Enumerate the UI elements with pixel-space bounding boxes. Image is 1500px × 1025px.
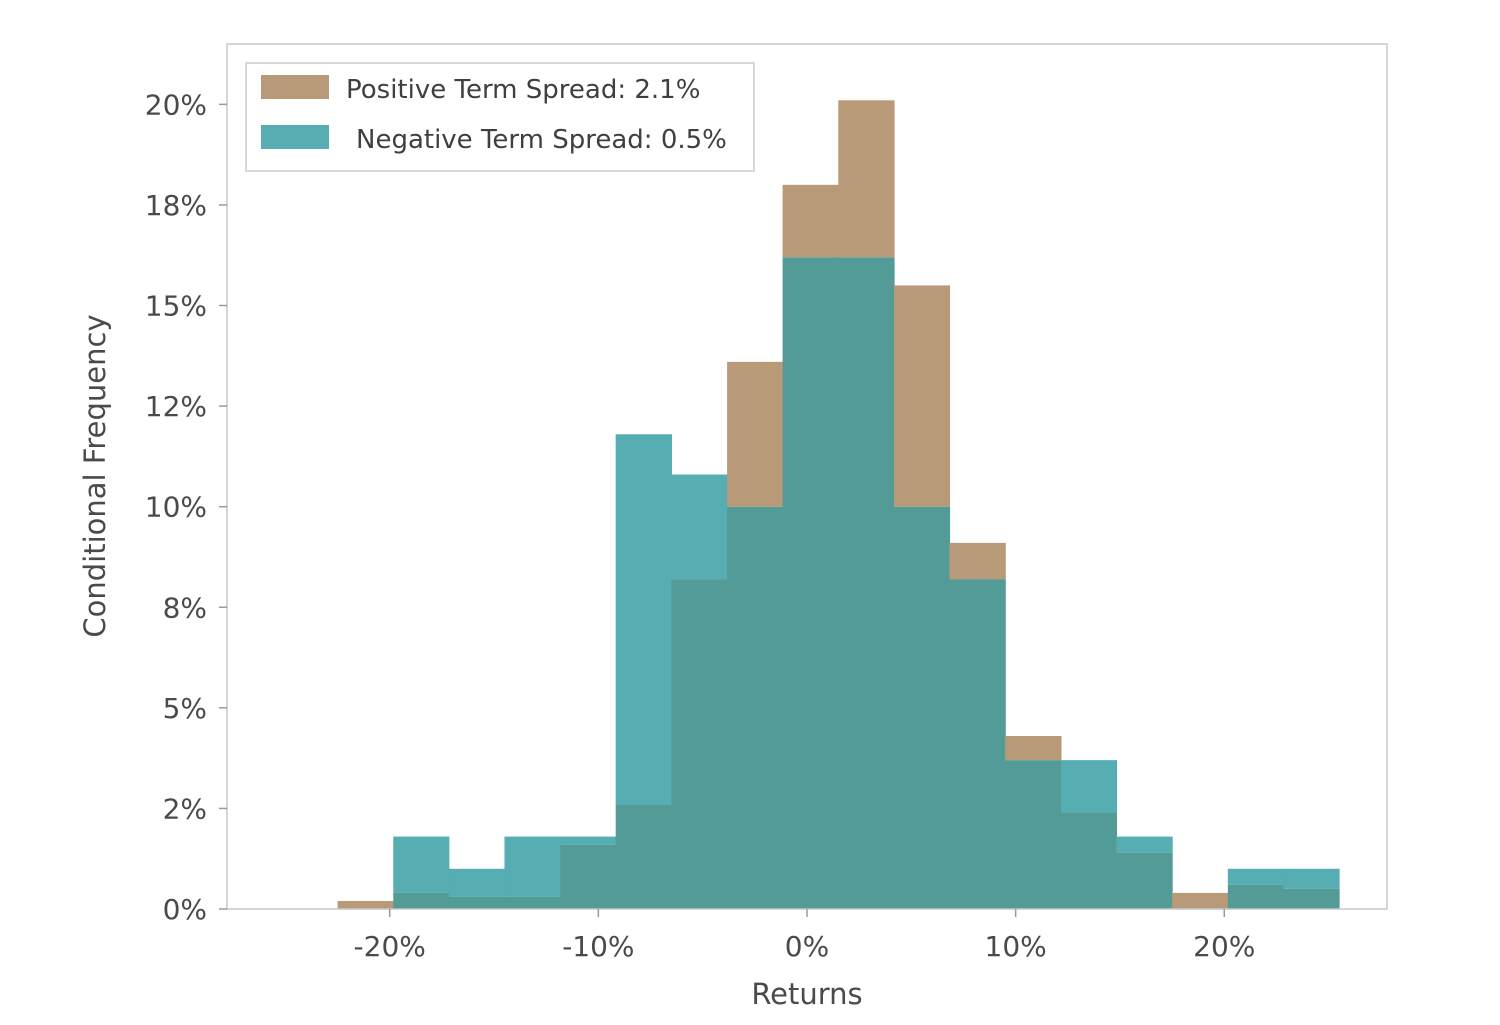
bar-overlap-3 <box>504 896 561 909</box>
bar-positive-11 <box>949 542 1006 580</box>
bar-positive-15 <box>1172 892 1229 909</box>
bar-overlap-1 <box>393 892 450 909</box>
bar-overlap-17 <box>1283 888 1340 909</box>
y-tick-label-2: 5% <box>163 692 207 725</box>
y-tick-label-4: 10% <box>145 491 207 524</box>
y-tick-label-8: 20% <box>145 88 207 121</box>
bar-overlap-8 <box>782 257 839 909</box>
y-axis-label: Conditional Frequency <box>78 314 112 637</box>
legend-box <box>245 62 755 172</box>
bar-negative-2 <box>448 868 506 897</box>
y-tick-label-1: 2% <box>163 792 207 825</box>
bar-negative-13 <box>1060 760 1118 813</box>
bar-overlap-11 <box>949 579 1006 909</box>
bar-positive-0 <box>337 900 394 909</box>
bar-overlap-14 <box>1116 852 1173 909</box>
legend: Positive Term Spread: 2.1% Negative Term… <box>245 62 755 172</box>
bar-overlap-4 <box>560 844 617 909</box>
y-axis: 0% 2% 5% 8% 10% 12% 15% 18% 20% <box>145 88 227 926</box>
bar-negative-6 <box>671 474 728 580</box>
x-tick-label-0: -20% <box>354 930 426 963</box>
bar-negative-1 <box>393 836 450 893</box>
x-axis-label: Returns <box>751 977 862 1011</box>
y-tick-label-0: 0% <box>163 893 207 926</box>
bar-overlap-2 <box>448 896 506 909</box>
legend-label-positive: Positive Term Spread: 2.1% <box>346 75 700 105</box>
bars-layer <box>337 100 1340 909</box>
bar-positive-10 <box>894 285 951 507</box>
y-tick-label-5: 12% <box>145 390 207 423</box>
x-tick-label-4: 20% <box>1193 930 1255 963</box>
bar-positive-9 <box>838 100 895 258</box>
bar-overlap-12 <box>1005 760 1062 909</box>
bar-negative-3 <box>504 836 561 897</box>
bar-overlap-6 <box>671 579 728 909</box>
legend-swatch-positive <box>261 75 329 99</box>
x-tick-label-3: 10% <box>985 930 1047 963</box>
bar-positive-12 <box>1005 736 1062 761</box>
bar-negative-16 <box>1227 868 1284 885</box>
bar-negative-4 <box>560 836 617 845</box>
bar-overlap-9 <box>838 257 895 909</box>
bar-overlap-16 <box>1227 884 1284 909</box>
y-tick-label-7: 18% <box>145 189 207 222</box>
legend-swatch-negative <box>261 125 329 149</box>
bar-overlap-7 <box>727 506 784 909</box>
y-tick-label-3: 8% <box>163 591 207 624</box>
bar-overlap-13 <box>1060 812 1118 909</box>
x-tick-label-1: -10% <box>562 930 634 963</box>
bar-negative-17 <box>1283 868 1340 889</box>
y-tick-label-6: 15% <box>145 290 207 323</box>
bar-overlap-5 <box>615 804 672 909</box>
bar-overlap-10 <box>894 506 951 909</box>
bar-positive-7 <box>727 361 784 507</box>
x-tick-label-2: 0% <box>785 930 829 963</box>
x-axis: -20% -10% 0% 10% 20% <box>354 909 1255 963</box>
legend-label-negative: Negative Term Spread: 0.5% <box>356 125 727 155</box>
bar-positive-8 <box>782 184 839 258</box>
bar-negative-5 <box>615 434 672 805</box>
bar-negative-14 <box>1116 836 1173 853</box>
